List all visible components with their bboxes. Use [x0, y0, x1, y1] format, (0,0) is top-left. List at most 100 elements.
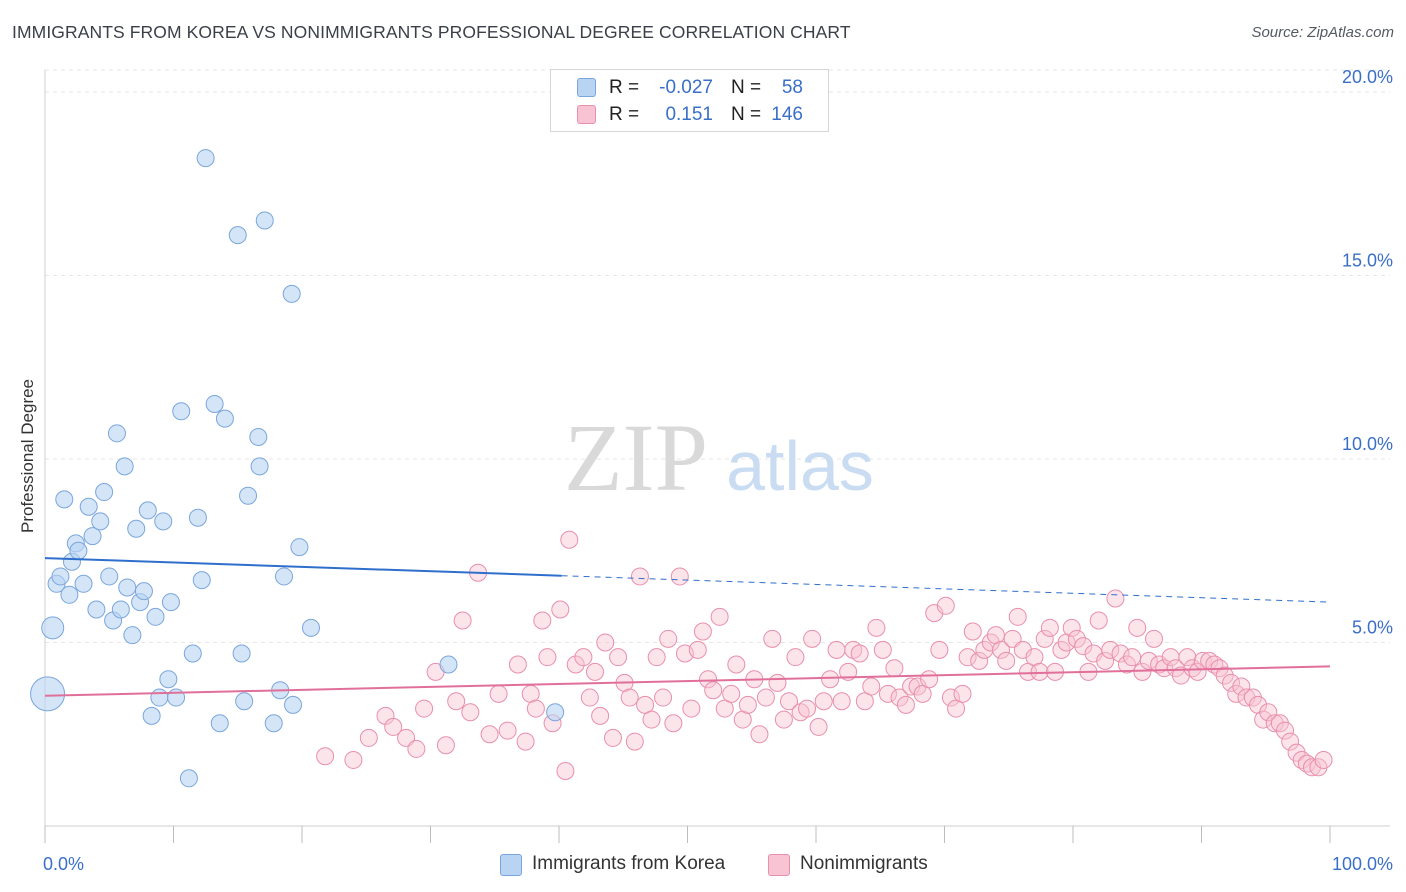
korea-point [232, 644, 251, 663]
nonimmigrants-trend-line [44, 665, 1331, 697]
legend-row-korea: R = -0.027 N = 58 [551, 75, 828, 99]
legend-label-nonimmigrants: Nonimmigrants [800, 853, 928, 874]
nonimmigrants-point [620, 688, 639, 707]
nonimmigrants-point [710, 607, 729, 626]
nonimmigrants-point [1040, 618, 1059, 637]
korea-point [111, 600, 130, 619]
korea-point [123, 626, 142, 645]
nonimmigrants-point [756, 688, 775, 707]
trend-lines [44, 557, 1331, 697]
nonimmigrants-point [596, 633, 615, 652]
nonimmigrants-point [1133, 662, 1152, 681]
nonimmigrants-point [1232, 677, 1251, 696]
legend-label-korea: Immigrants from Korea [532, 853, 726, 874]
nonimmigrants-point [763, 629, 782, 648]
watermark: ZIP atlas [564, 404, 874, 511]
korea-point [115, 457, 134, 476]
korea-point [134, 582, 153, 601]
korea-point [264, 714, 283, 733]
nonimmigrants-point [1259, 703, 1278, 722]
y-tick-label: 5.0% [1352, 618, 1393, 638]
nonimmigrants-point [1281, 732, 1300, 751]
legend-n-label: N = [731, 104, 762, 125]
nonimmigrants-point [1303, 758, 1322, 777]
korea-point [74, 574, 93, 593]
nonimmigrants-point [936, 596, 955, 615]
nonimmigrants-point [1003, 629, 1022, 648]
korea-point [546, 703, 565, 722]
nonimmigrants-point [699, 670, 718, 689]
nonimmigrants-point [953, 684, 972, 703]
x-tick-label-min: 0.0% [43, 854, 84, 874]
chart-title: IMMIGRANTS FROM KOREA VS NONIMMIGRANTS P… [12, 22, 851, 42]
nonimmigrants-point [538, 648, 557, 667]
nonimmigrants-points [316, 530, 1333, 780]
korea-point [196, 149, 215, 168]
nonimmigrants-point [958, 648, 977, 667]
nonimmigrants-point [1096, 651, 1115, 670]
y-tick-label: 15.0% [1342, 251, 1393, 271]
korea-point [290, 538, 309, 557]
legend-swatch-korea [500, 854, 522, 876]
nonimmigrants-point [896, 695, 915, 714]
korea-point [118, 578, 137, 597]
korea-point [215, 409, 234, 428]
legend-r-label: R = [609, 104, 640, 125]
nonimmigrants-point [1222, 673, 1241, 692]
nonimmigrants-point [1035, 629, 1054, 648]
korea-point [127, 519, 146, 538]
nonimmigrants-point [850, 644, 869, 663]
watermark-atlas: atlas [726, 427, 874, 505]
korea-point [87, 600, 106, 619]
nonimmigrants-point [997, 651, 1016, 670]
nonimmigrants-point [803, 629, 822, 648]
nonimmigrants-point [436, 736, 455, 755]
nonimmigrants-point [1106, 589, 1125, 608]
nonimmigrants-point [316, 747, 335, 766]
korea-point [192, 571, 211, 590]
nonimmigrants-point [941, 688, 960, 707]
y-tick-label: 10.0% [1342, 434, 1393, 454]
nonimmigrants-point [1111, 644, 1130, 663]
nonimmigrants-point [1089, 611, 1108, 630]
korea-point [239, 486, 258, 505]
y-tick-label: 20.0% [1342, 67, 1393, 87]
nonimmigrants-point [461, 703, 480, 722]
nonimmigrants-point [885, 659, 904, 678]
korea-point [205, 394, 224, 413]
nonimmigrants-point [814, 692, 833, 711]
nonimmigrants-point [963, 622, 982, 641]
watermark-zip: ZIP [564, 404, 708, 511]
nonimmigrants-point [508, 655, 527, 674]
nonimmigrants-point [738, 695, 757, 714]
nonimmigrants-point [560, 530, 579, 549]
nonimmigrants-point [1139, 651, 1158, 670]
korea-point [172, 402, 191, 421]
korea-point [282, 284, 301, 303]
legend-r-value: 0.151 [665, 104, 713, 125]
legend-r-label: R = [609, 77, 640, 98]
nonimmigrants-point [821, 670, 840, 689]
korea-point [91, 512, 110, 531]
nonimmigrants-point [556, 761, 575, 780]
nonimmigrants-point [415, 699, 434, 718]
nonimmigrants-point [1188, 662, 1207, 681]
nonimmigrants-point [407, 739, 426, 758]
nonimmigrants-point [809, 717, 828, 736]
nonimmigrants-point [890, 688, 909, 707]
nonimmigrants-point [920, 670, 939, 689]
korea-point [107, 424, 126, 443]
nonimmigrants-point [566, 655, 585, 674]
nonimmigrants-point [609, 648, 628, 667]
legend-r-value: -0.027 [659, 77, 713, 98]
nonimmigrants-point [750, 725, 769, 744]
korea-point [249, 427, 268, 446]
nonimmigrants-point [786, 648, 805, 667]
korea-point [142, 706, 161, 725]
korea-point [95, 483, 114, 502]
nonimmigrants-point [1265, 714, 1284, 733]
korea-point [161, 593, 180, 612]
nonimmigrants-point [693, 622, 712, 641]
nonimmigrants-point [1013, 640, 1032, 659]
nonimmigrants-point [1183, 659, 1202, 678]
